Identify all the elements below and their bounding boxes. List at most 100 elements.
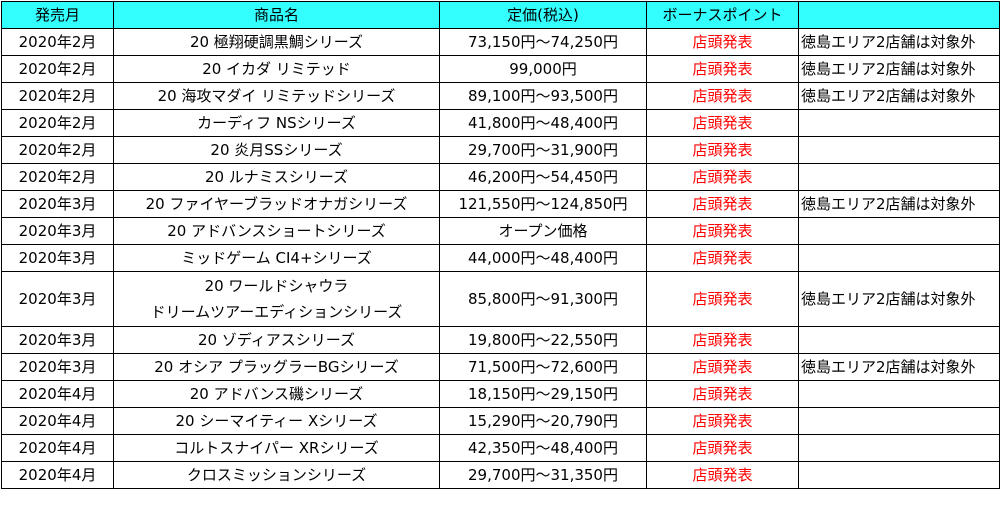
list-price-cell: 121,550円～124,850円 (439, 190, 647, 218)
product-name-line: 20 極翔硬調黒鯛シリーズ (189, 33, 364, 51)
product-name-cell: クロスミッションシリーズ (113, 461, 440, 489)
note-cell: 徳島エリア2店舗は対象外 (798, 28, 1000, 56)
release-month-cell: 2020年2月 (1, 55, 114, 83)
product-name-cell: 20 極翔硬調黒鯛シリーズ (113, 28, 440, 56)
release-month-cell: 2020年4月 (1, 407, 114, 435)
table-row: 2020年3月 20 ファイヤーブラッドオナガシリーズ 121,550円～124,8… (1, 190, 1000, 218)
list-price-cell: 42,350円～48,400円 (439, 434, 647, 462)
release-month-cell: 2020年3月 (1, 244, 114, 272)
table-row: 2020年2月 20 ルナミスシリーズ 46,200円～54,450円 店頭発表 (1, 163, 1000, 191)
release-month-cell: 2020年3月 (1, 217, 114, 245)
header-row: 発売月 商品名 定価(税込) ボーナスポイント (1, 1, 1000, 29)
list-price-cell: 89,100円～93,500円 (439, 82, 647, 110)
bonus-points-cell: 店頭発表 (646, 271, 799, 327)
release-month-cell: 2020年4月 (1, 380, 114, 408)
table-row: 2020年4月 コルトスナイパー XRシリーズ 42,350円～48,400円 店頭発… (1, 434, 1000, 462)
list-price-cell: 15,290円～20,790円 (439, 407, 647, 435)
product-name-line: 20 ルナミスシリーズ (204, 168, 349, 186)
note-cell (798, 163, 1000, 191)
note-cell: 徳島エリア2店舗は対象外 (798, 82, 1000, 110)
release-month-cell: 2020年3月 (1, 271, 114, 327)
list-price-cell: 29,700円～31,350円 (439, 461, 647, 489)
release-month-cell: 2020年3月 (1, 353, 114, 381)
table-row: 2020年2月 20 極翔硬調黒鯛シリーズ 73,150円～74,250円 店頭発表徳… (1, 28, 1000, 56)
release-month-cell: 2020年2月 (1, 28, 114, 56)
list-price-cell: 85,800円～91,300円 (439, 271, 647, 327)
product-name-cell: 20 オシア プラッグラーBGシリーズ (113, 353, 440, 381)
note-cell (798, 434, 1000, 462)
table-row: 2020年4月 20 シーマイティー Xシリーズ 15,290円～20,790円 店頭… (1, 407, 1000, 435)
bonus-points-cell: 店頭発表 (646, 136, 799, 164)
product-name-cell: 20 アドバンスショートシリーズ (113, 217, 440, 245)
release-month-cell: 2020年2月 (1, 163, 114, 191)
product-name-cell: 20 炎月SSシリーズ (113, 136, 440, 164)
product-name-line: 20 炎月SSシリーズ (210, 141, 343, 159)
list-price-cell: 29,700円～31,900円 (439, 136, 647, 164)
list-price-cell: 41,800円～48,400円 (439, 109, 647, 137)
bonus-points-cell: 店頭発表 (646, 28, 799, 56)
bonus-points-cell: 店頭発表 (646, 82, 799, 110)
product-name-line: 20 アドバンス磯シリーズ (189, 385, 364, 403)
release-month-cell: 2020年2月 (1, 82, 114, 110)
table-row: 2020年2月 20 炎月SSシリーズ 29,700円～31,900円 店頭発表 (1, 136, 1000, 164)
product-name-cell: 20 シーマイティー Xシリーズ (113, 407, 440, 435)
note-cell (798, 136, 1000, 164)
header-release-month: 発売月 (1, 1, 114, 29)
release-month-cell: 2020年4月 (1, 461, 114, 489)
header-product-name: 商品名 (113, 1, 440, 29)
product-name-cell: 20 海攻マダイ リミテッドシリーズ (113, 82, 440, 110)
list-price-cell: 44,000円～48,400円 (439, 244, 647, 272)
release-month-cell: 2020年3月 (1, 190, 114, 218)
table-row: 2020年3月 20 オシア プラッグラーBGシリーズ 71,500円～72,600… (1, 353, 1000, 381)
product-name-cell: 20 アドバンス磯シリーズ (113, 380, 440, 408)
product-name-line: 20 ファイヤーブラッドオナガシリーズ (145, 195, 408, 213)
bonus-points-cell: 店頭発表 (646, 461, 799, 489)
note-cell: 徳島エリア2店舗は対象外 (798, 55, 1000, 83)
list-price-cell: 71,500円～72,600円 (439, 353, 647, 381)
table-row: 2020年3月 ミッドゲーム CI4+シリーズ 44,000円～48,400円 店頭発… (1, 244, 1000, 272)
table-row: 2020年2月 20 海攻マダイ リミテッドシリーズ 89,100円～93,500円… (1, 82, 1000, 110)
table-row: 2020年2月 20 イカダ リミテッド 99,000円 店頭発表 徳島エリア2店舗は対… (1, 55, 1000, 83)
product-name-cell: 20 ファイヤーブラッドオナガシリーズ (113, 190, 440, 218)
list-price-cell: 73,150円～74,250円 (439, 28, 647, 56)
note-cell (798, 326, 1000, 354)
release-month-cell: 2020年3月 (1, 326, 114, 354)
note-cell (798, 407, 1000, 435)
release-month-cell: 2020年2月 (1, 136, 114, 164)
table-row: 2020年2月 カーディフ NSシリーズ 41,800円～48,400円 店頭発表 (1, 109, 1000, 137)
product-name-cell: 20 ルナミスシリーズ (113, 163, 440, 191)
table-row: 2020年3月 20 ワールドシャウラ ドリームツアーエディションシリーズ 85,80… (1, 271, 1000, 327)
product-name-line: 20 アドバンスショートシリーズ (167, 222, 386, 240)
product-name-cell: 20 イカダ リミテッド (113, 55, 440, 83)
note-cell (798, 380, 1000, 408)
product-name-cell: 20 ワールドシャウラドリームツアーエディションシリーズ (113, 271, 440, 327)
product-table: 発売月 商品名 定価(税込) ボーナスポイント 2020年2月 20 極翔硬調黒鯛… (1, 1, 1000, 489)
list-price-cell: 18,150円～29,150円 (439, 380, 647, 408)
header-note (798, 1, 1000, 29)
release-month-cell: 2020年4月 (1, 434, 114, 462)
bonus-points-cell: 店頭発表 (646, 244, 799, 272)
bonus-points-cell: 店頭発表 (646, 190, 799, 218)
bonus-points-cell: 店頭発表 (646, 109, 799, 137)
header-bonus-points: ボーナスポイント (646, 1, 799, 29)
list-price-cell: 46,200円～54,450円 (439, 163, 647, 191)
note-cell: 徳島エリア2店舗は対象外 (798, 190, 1000, 218)
product-name-cell: カーディフ NSシリーズ (113, 109, 440, 137)
table-body: 2020年2月 20 極翔硬調黒鯛シリーズ 73,150円～74,250円 店頭発表徳… (1, 28, 1000, 489)
bonus-points-cell: 店頭発表 (646, 163, 799, 191)
bonus-points-cell: 店頭発表 (646, 353, 799, 381)
product-name-line: 20 オシア プラッグラーBGシリーズ (154, 358, 399, 376)
note-cell (798, 461, 1000, 489)
product-name-line: 20 ゾディアスシリーズ (197, 331, 356, 349)
product-name-line: コルトスナイパー XRシリーズ (174, 439, 379, 457)
note-cell: 徳島エリア2店舗は対象外 (798, 271, 1000, 327)
product-name-line: カーディフ NSシリーズ (197, 114, 356, 132)
note-cell (798, 217, 1000, 245)
product-name-line: 20 ワールドシャウラ (204, 277, 349, 295)
product-name-cell: ミッドゲーム CI4+シリーズ (113, 244, 440, 272)
bonus-points-cell: 店頭発表 (646, 380, 799, 408)
bonus-points-cell: 店頭発表 (646, 217, 799, 245)
product-name-cell: 20 ゾディアスシリーズ (113, 326, 440, 354)
note-cell (798, 109, 1000, 137)
product-name-line: ドリームツアーエディションシリーズ (150, 303, 403, 321)
